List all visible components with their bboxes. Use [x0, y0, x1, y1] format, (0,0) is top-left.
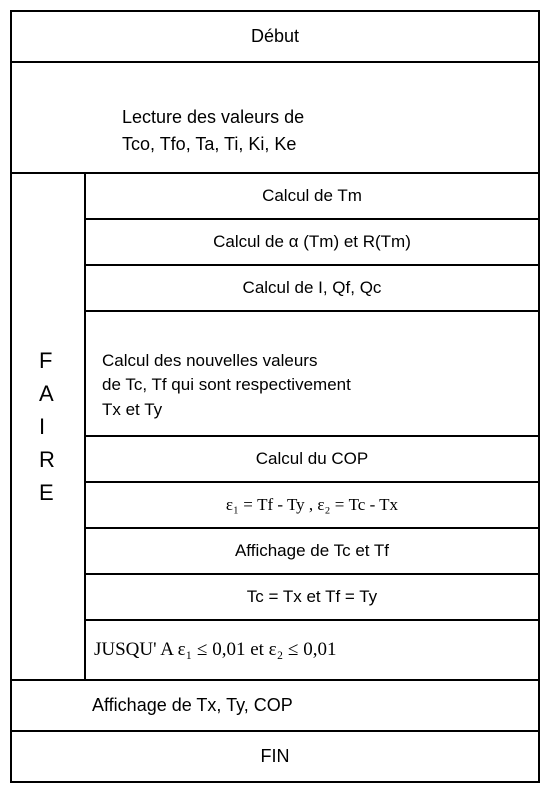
algorithm-flowchart: Début Lecture des valeurs de Tco, Tfo, T… [10, 10, 540, 783]
loop-block: F A I R E Calcul de Tm Calcul de α (Tm) … [12, 174, 538, 681]
loop-body: Calcul de Tm Calcul de α (Tm) et R(Tm) C… [86, 174, 538, 679]
start-block: Début [12, 12, 538, 63]
step-assign-tx-ty: Tc = Tx et Tf = Ty [86, 575, 538, 621]
start-label: Début [251, 26, 299, 46]
step-epsilon: ε₁ = Tf - Ty , ε₂ = Tc - Tx [86, 483, 538, 529]
loop-keyword: F A I R E [12, 174, 86, 679]
step-calc-i-qf-qc: Calcul de I, Qf, Qc [86, 266, 538, 312]
output-text: Affichage de Tx, Ty, COP [92, 695, 293, 715]
input-text: Lecture des valeurs de Tco, Tfo, Ta, Ti,… [122, 107, 304, 154]
step-calc-new-values: Calcul des nouvelles valeurs de Tc, Tf q… [86, 312, 538, 437]
end-label: FIN [261, 746, 290, 766]
step-display-tc-tf: Affichage de Tc et Tf [86, 529, 538, 575]
end-block: FIN [12, 732, 538, 781]
step-calc-alpha-r: Calcul de α (Tm) et R(Tm) [86, 220, 538, 266]
step-calc-tm: Calcul de Tm [86, 174, 538, 220]
step-calc-cop: Calcul du COP [86, 437, 538, 483]
input-block: Lecture des valeurs de Tco, Tfo, Ta, Ti,… [12, 63, 538, 174]
output-block: Affichage de Tx, Ty, COP [12, 681, 538, 732]
until-condition: JUSQU' A ε₁ ≤ 0,01 et ε₂ ≤ 0,01 [86, 621, 538, 679]
